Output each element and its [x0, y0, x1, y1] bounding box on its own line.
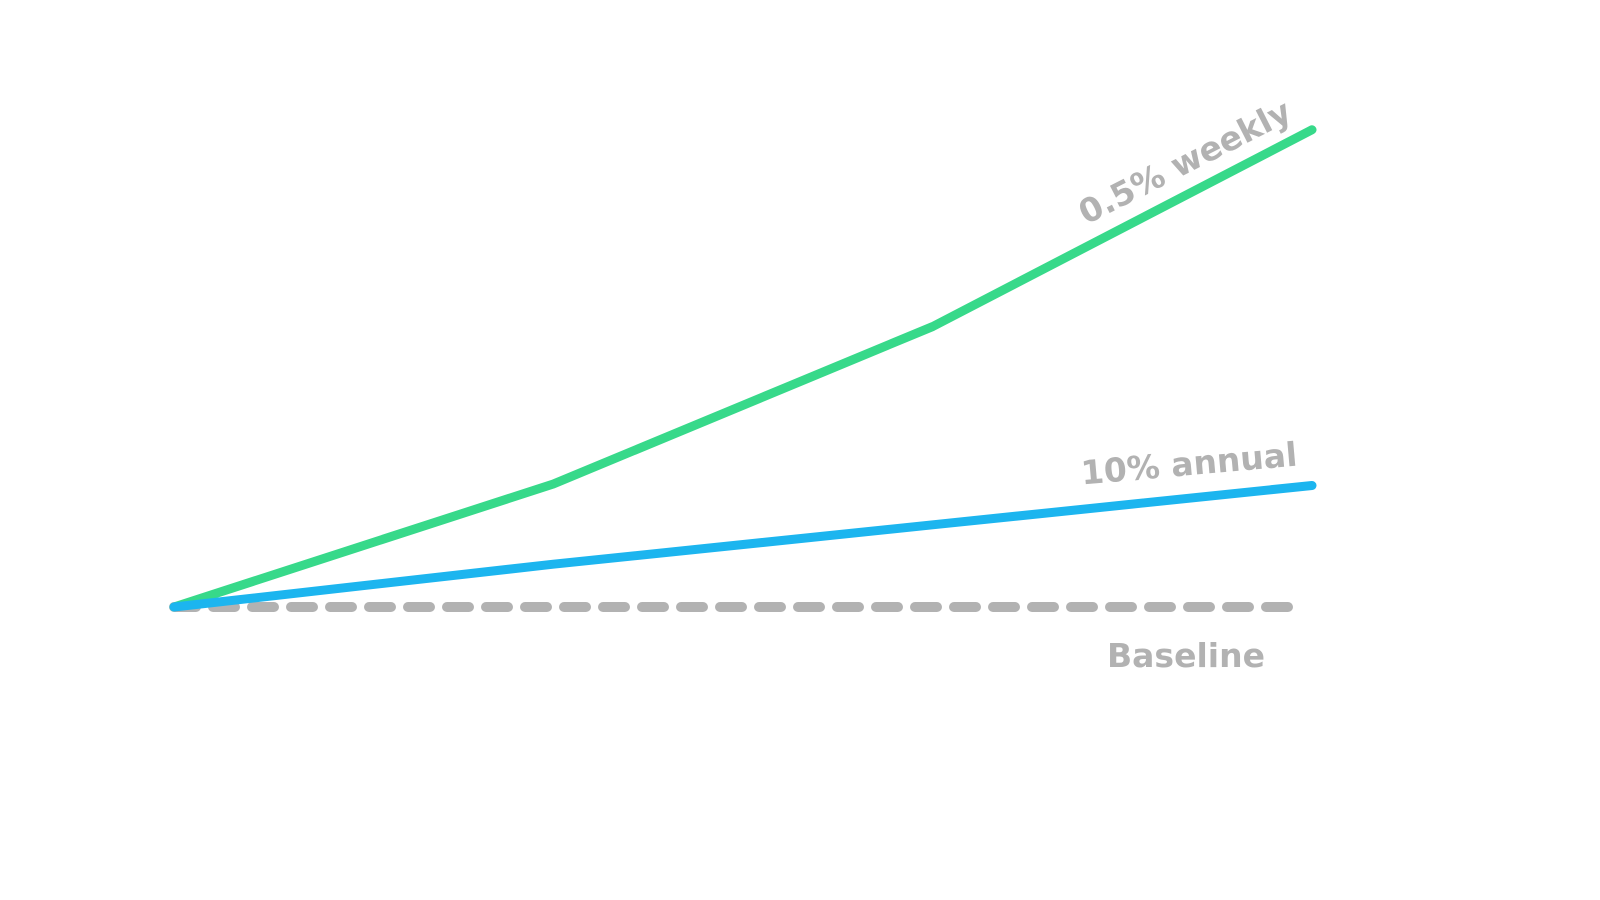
series-label-weekly: 0.5% weekly: [1072, 91, 1297, 232]
series-lines: [169, 125, 1317, 612]
series-labels: 0.5% weekly 10% annual Baseline: [1072, 91, 1299, 675]
series-label-baseline: Baseline: [1107, 636, 1265, 675]
series-line-weekly: [169, 125, 1317, 612]
series-label-annual: 10% annual: [1079, 435, 1298, 493]
series-line-annual: [169, 480, 1317, 612]
